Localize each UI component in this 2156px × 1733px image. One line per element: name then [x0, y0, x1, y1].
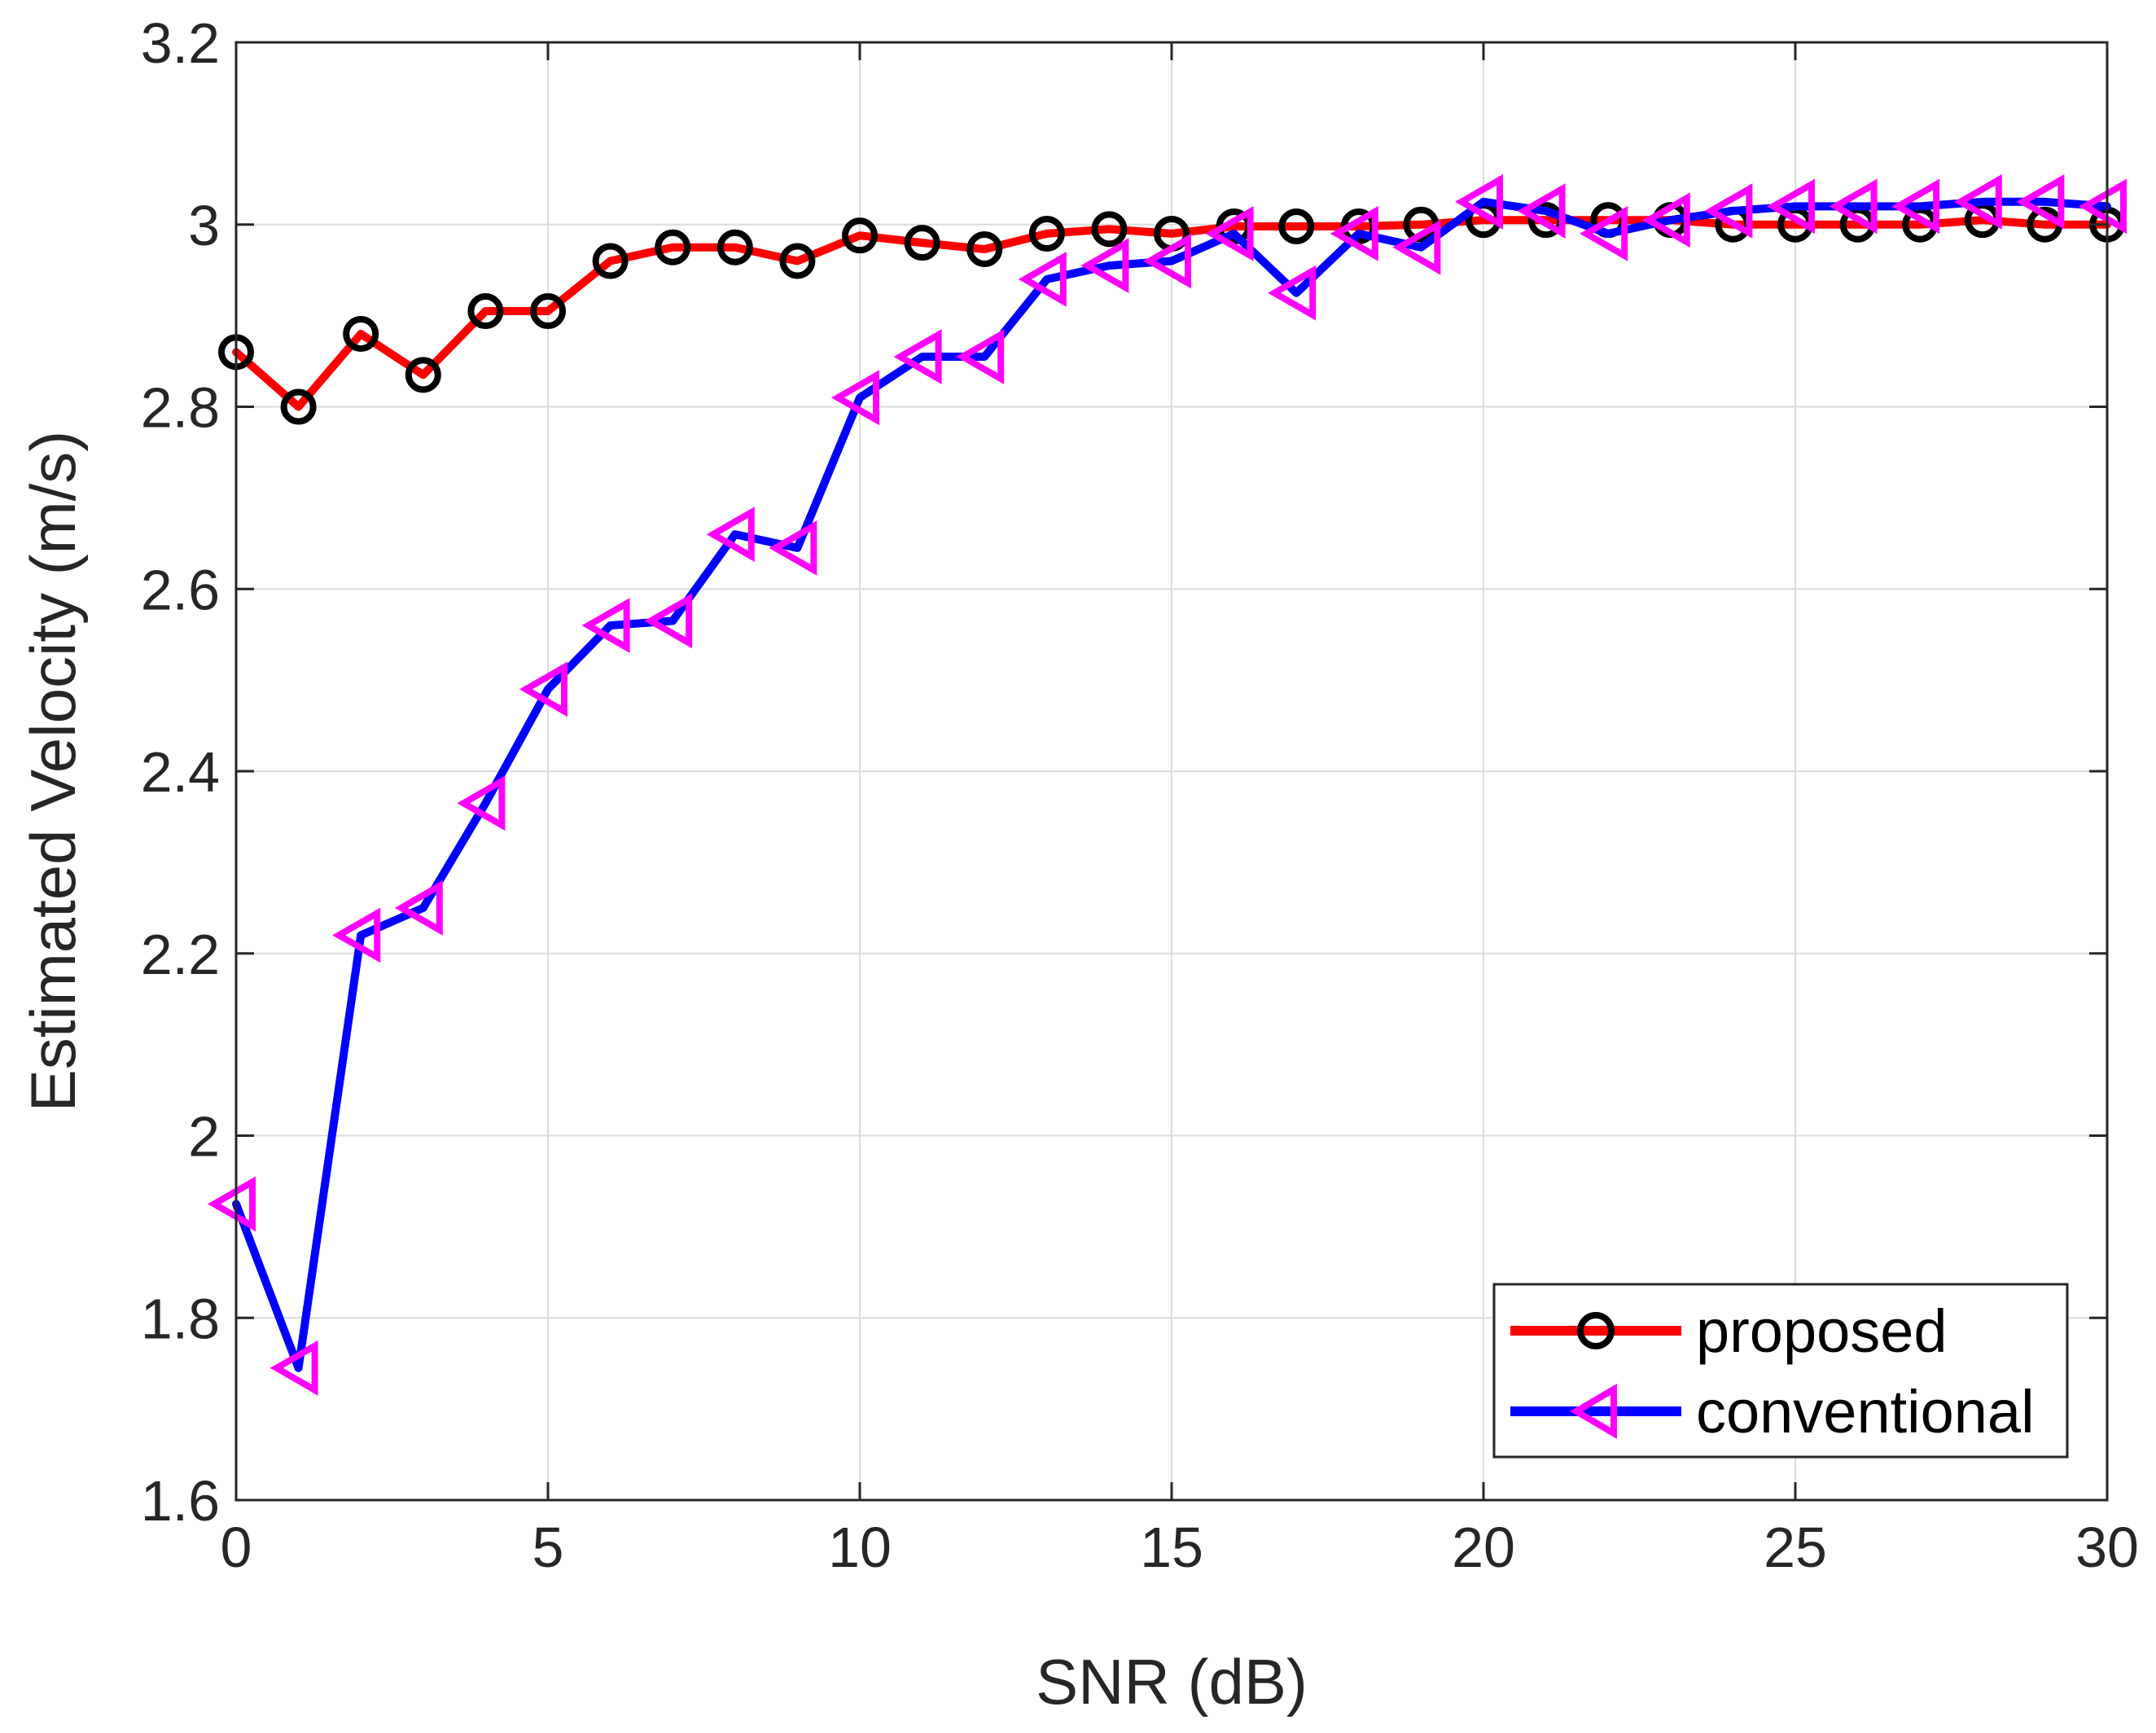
data-point-conventional: [332, 907, 381, 963]
legend: proposed conventional: [1492, 1283, 2069, 1459]
x-tick-label: 15: [1140, 1516, 1203, 1579]
x-tick-label: 30: [2075, 1516, 2139, 1579]
data-point-conventional: [1268, 265, 1317, 321]
y-tick-label: 1.6: [141, 1469, 220, 1533]
data-point-conventional: [2078, 178, 2127, 235]
data-point-conventional: [1517, 183, 1566, 239]
x-axis-label: SNR (dB): [1036, 1646, 1308, 1718]
series-line-proposed: [232, 216, 2111, 411]
data-point-conventional: [956, 329, 1005, 384]
data-point-conventional: [1330, 205, 1378, 261]
legend-label-proposed: proposed: [1696, 1297, 1948, 1365]
y-tick-label: 2: [188, 1105, 220, 1169]
x-tick-label: 20: [1452, 1516, 1515, 1579]
data-point-conventional: [769, 520, 817, 576]
y-tick-label: 2.8: [141, 376, 220, 440]
x-tick-label: 5: [532, 1516, 564, 1579]
data-point-conventional: [519, 661, 567, 717]
y-axis-label: Estimated Velocity (m/s): [17, 431, 89, 1112]
data-point-conventional: [830, 370, 879, 426]
y-tick-label: 2.2: [141, 923, 220, 986]
legend-label-conventional: conventional: [1696, 1378, 2035, 1446]
data-point-proposed: [716, 229, 753, 265]
data-point-conventional: [1704, 183, 1753, 239]
data-point-conventional: [1766, 178, 1815, 235]
data-point-conventional: [457, 775, 506, 831]
data-point-proposed: [592, 243, 629, 279]
data-point-proposed: [1028, 215, 1065, 252]
data-point-conventional: [644, 593, 693, 649]
data-point-proposed: [467, 293, 504, 330]
data-point-proposed: [280, 388, 317, 425]
data-point-conventional: [207, 1176, 256, 1232]
data-point-conventional: [1580, 205, 1628, 261]
data-point-conventional: [394, 880, 443, 936]
data-point-conventional: [1641, 192, 1690, 248]
series-conventional: [207, 173, 2127, 1396]
x-tick-label: 10: [828, 1516, 892, 1579]
data-point-proposed: [779, 243, 816, 279]
x-tick-label: 0: [221, 1516, 252, 1579]
data-point-conventional: [1392, 219, 1441, 275]
data-point-conventional: [706, 507, 755, 563]
data-point-proposed: [530, 293, 566, 330]
data-point-proposed: [1091, 211, 1128, 248]
data-point-proposed: [904, 225, 940, 261]
data-point-proposed: [343, 316, 379, 352]
data-point-proposed: [966, 230, 1003, 267]
data-point-conventional: [893, 329, 942, 384]
data-point-proposed: [405, 357, 441, 393]
data-point-proposed: [1278, 208, 1315, 244]
legend-marker-conventional: [1570, 1384, 1617, 1439]
data-point-conventional: [1205, 205, 1254, 261]
tick-labels: 0 5 10 15 20 25 30 1.6 1.8 2 2.2 2.4 2.6 2.8 3 3.2: [141, 11, 2139, 1579]
data-point-conventional: [2016, 173, 2065, 230]
y-tick-label: 3.2: [141, 11, 220, 75]
data-point-conventional: [581, 598, 630, 653]
series-group: [207, 173, 2127, 1396]
data-point-conventional: [1142, 233, 1191, 289]
y-tick-label: 1.8: [141, 1287, 220, 1350]
x-tick-label: 25: [1764, 1516, 1827, 1579]
legend-marker-proposed: [1577, 1312, 1615, 1349]
data-point-conventional: [1018, 251, 1067, 307]
y-tick-label: 2.6: [141, 558, 220, 621]
data-point-conventional: [1080, 238, 1129, 294]
data-point-conventional: [1891, 178, 1940, 235]
y-tick-label: 2.4: [141, 740, 220, 804]
data-point-proposed: [655, 229, 691, 265]
series-line-conventional: [232, 197, 2111, 1372]
data-point-proposed: [842, 217, 878, 254]
data-point-conventional: [1953, 173, 2002, 230]
data-point-conventional: [1454, 173, 1503, 230]
data-point-conventional: [1829, 178, 1878, 235]
data-point-conventional: [270, 1340, 318, 1396]
y-tick-label: 3: [188, 194, 220, 257]
axis-ticks: [234, 41, 2109, 1502]
